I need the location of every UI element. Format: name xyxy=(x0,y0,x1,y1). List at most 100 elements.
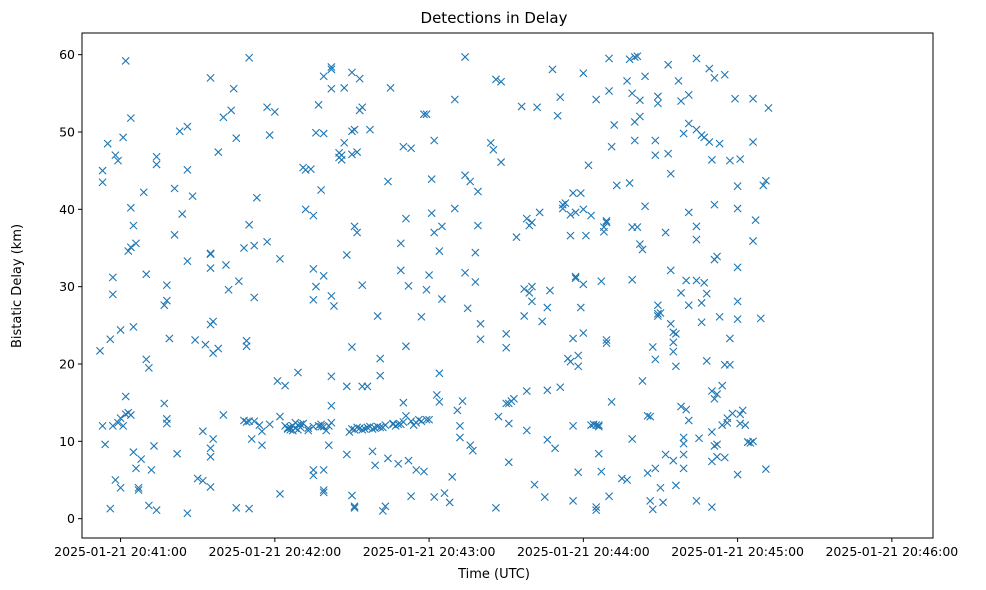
detection-point xyxy=(733,315,742,324)
detection-point xyxy=(669,328,678,337)
detection-point xyxy=(473,221,482,230)
detection-point xyxy=(327,418,336,427)
x-axis-label: Time (UTC) xyxy=(457,567,530,582)
detection-point xyxy=(383,454,392,463)
detection-point xyxy=(263,103,272,112)
detection-point xyxy=(304,426,313,435)
detection-point xyxy=(126,114,135,123)
detection-point xyxy=(625,179,634,188)
detection-point xyxy=(558,200,567,209)
detection-point xyxy=(232,503,241,512)
detection-point xyxy=(227,106,236,115)
detection-point xyxy=(502,343,511,352)
detection-point xyxy=(329,302,338,310)
detection-point xyxy=(543,386,552,395)
detection-point xyxy=(108,421,117,430)
detection-point xyxy=(491,75,500,84)
detection-point xyxy=(713,390,722,399)
detection-point xyxy=(646,496,655,505)
detection-point xyxy=(160,399,169,408)
detection-point xyxy=(684,416,693,425)
detection-point xyxy=(257,441,266,450)
y-tick-label: 60 xyxy=(59,47,75,62)
detection-point xyxy=(435,247,444,256)
detection-point xyxy=(697,318,706,327)
detection-point xyxy=(653,309,662,318)
detection-point xyxy=(162,281,171,290)
detection-point xyxy=(149,441,158,450)
detection-point xyxy=(561,199,570,208)
chart-title: Detections in Delay xyxy=(421,9,568,27)
detection-point xyxy=(736,410,745,419)
detection-point xyxy=(183,509,192,518)
detection-point xyxy=(679,439,688,448)
detection-point xyxy=(198,427,207,436)
detection-point xyxy=(504,458,513,467)
detection-point xyxy=(103,139,112,148)
detection-point xyxy=(193,474,202,483)
detection-point xyxy=(738,406,747,415)
detection-point xyxy=(245,504,254,513)
detection-point xyxy=(543,303,552,312)
detection-point xyxy=(497,77,506,86)
detection-point xyxy=(607,397,616,406)
detection-point xyxy=(700,278,709,287)
detection-point xyxy=(358,103,367,112)
detection-point xyxy=(430,228,439,237)
detection-point xyxy=(648,505,657,514)
detection-point xyxy=(715,139,724,148)
detection-point xyxy=(710,441,719,450)
detection-point xyxy=(381,421,390,430)
detection-point xyxy=(594,449,603,458)
detection-point xyxy=(630,52,639,61)
detection-point xyxy=(160,301,169,310)
detection-point xyxy=(520,284,529,293)
detection-point xyxy=(201,340,210,349)
detection-point xyxy=(219,113,228,122)
detection-point xyxy=(692,276,701,285)
detection-point xyxy=(522,426,531,435)
detection-point xyxy=(713,252,722,261)
detection-point xyxy=(419,467,428,476)
detection-point xyxy=(114,418,122,427)
detection-point xyxy=(497,158,506,167)
detection-point xyxy=(558,204,567,213)
detection-point xyxy=(250,417,259,426)
detection-point xyxy=(566,210,575,219)
detection-point xyxy=(183,165,192,174)
detection-point xyxy=(633,223,642,232)
detection-point xyxy=(597,277,606,286)
detection-point xyxy=(718,381,727,390)
detection-point xyxy=(401,342,410,351)
detection-point xyxy=(646,412,655,421)
detection-point xyxy=(214,344,223,353)
detection-point xyxy=(340,83,349,92)
detection-point xyxy=(129,322,138,331)
detection-point xyxy=(132,239,140,248)
detection-point xyxy=(718,421,727,430)
detection-point xyxy=(659,498,668,507)
detection-point xyxy=(569,334,578,343)
detection-point xyxy=(327,291,336,300)
detection-point xyxy=(751,216,760,225)
detection-point xyxy=(119,133,128,142)
detection-point xyxy=(731,94,740,103)
x-tick-label: 2025-01-21 20:43:00 xyxy=(363,544,496,559)
detection-point xyxy=(144,363,153,372)
detection-point xyxy=(350,222,359,231)
detection-point xyxy=(358,281,367,290)
detection-point xyxy=(605,54,614,63)
detection-point xyxy=(275,254,284,263)
detection-point xyxy=(682,405,691,414)
y-tick-label: 40 xyxy=(59,202,75,217)
detection-point xyxy=(638,245,647,254)
detection-point xyxy=(463,304,472,313)
detection-point xyxy=(412,465,421,474)
detection-point xyxy=(733,263,742,272)
detection-point xyxy=(512,233,521,242)
detection-point xyxy=(710,73,719,82)
detection-point xyxy=(430,136,439,145)
detection-point xyxy=(396,239,405,248)
detection-point xyxy=(162,414,171,423)
detection-point xyxy=(666,169,675,178)
